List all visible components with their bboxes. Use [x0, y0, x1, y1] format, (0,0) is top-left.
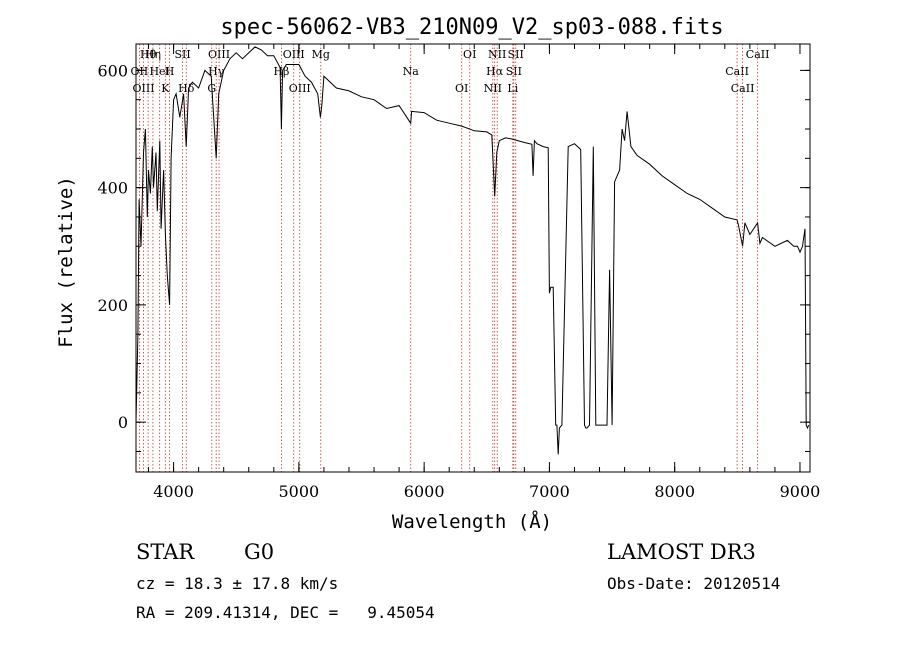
y-axis-label: Flux (relative) [55, 176, 77, 348]
spectral-line-label: CaII [746, 48, 770, 61]
spectral-line-label: CaII [731, 82, 755, 95]
x-tick-label: 8000 [654, 482, 695, 501]
spectral-line-label: K [161, 82, 170, 95]
spectral-line-label: Hδ [178, 82, 195, 95]
redshift-cz: cz = 18.3 ± 17.8 km/s [136, 574, 339, 593]
spectral-line-label: CaII [725, 65, 749, 78]
spectral-line-label: Mg [312, 48, 330, 61]
y-tick-label: 200 [97, 296, 128, 315]
chart-title: spec-56062-VB3_210N09_V2_sp03-088.fits [220, 15, 723, 40]
spectral-line-label: Hγ [208, 65, 225, 78]
spectral-line-label: H [165, 65, 175, 78]
spectral-line-label: OIII [289, 82, 311, 95]
coordinates: RA = 209.41314, DEC = 9.45054 [136, 603, 435, 622]
spectral-line-markers: HθOIIOIIIHηHeIKSIIHHδOIIIHγGOIIIHβOIIIMg… [131, 44, 770, 472]
y-tick-label: 0 [118, 413, 128, 432]
axis-ticks: 4000 5000 6000 7000 8000 9000 0 200 400 600 [97, 44, 820, 501]
y-tick-label: 600 [97, 61, 128, 80]
spectral-line-label: Hβ [273, 65, 289, 78]
survey-name: LAMOST DR3 [607, 540, 756, 564]
spectral-line-label: OI [463, 48, 476, 61]
observation-date: Obs-Date: 20120514 [607, 574, 781, 593]
spectral-line-label: Hθ [140, 48, 157, 61]
x-tick-label: 4000 [153, 482, 194, 501]
spectral-line-label: Hη [145, 48, 161, 61]
spectral-line-label: Li [507, 82, 518, 95]
spectral-line-label: OIII [132, 82, 154, 95]
spectral-line-label: SII [174, 48, 190, 61]
spectral-line-label: SII [508, 48, 524, 61]
x-tick-label: 9000 [780, 482, 821, 501]
spectral-line-label: NII [484, 82, 502, 95]
plot-frame [135, 43, 811, 473]
y-tick-label: 400 [97, 179, 128, 198]
x-tick-label: 7000 [529, 482, 570, 501]
object-class: STAR [136, 540, 195, 564]
x-tick-label: 5000 [279, 482, 320, 501]
spectral-line-label: Hα [486, 65, 504, 78]
spectral-subclass: G0 [244, 540, 275, 564]
spectrum-line [135, 46, 810, 455]
spectral-line-label: SII [506, 65, 522, 78]
spectral-line-label: OI [455, 82, 468, 95]
spectral-line-label: OIII [208, 48, 230, 61]
spectral-line-label: HeI [149, 65, 169, 78]
x-tick-label: 6000 [404, 482, 445, 501]
x-axis-label: Wavelength (Å) [392, 510, 552, 533]
spectral-line-label: Na [403, 65, 420, 78]
spectral-line-label: OII [131, 65, 149, 78]
spectral-line-label: NII [488, 48, 506, 61]
spectral-line-label: OIII [283, 48, 305, 61]
